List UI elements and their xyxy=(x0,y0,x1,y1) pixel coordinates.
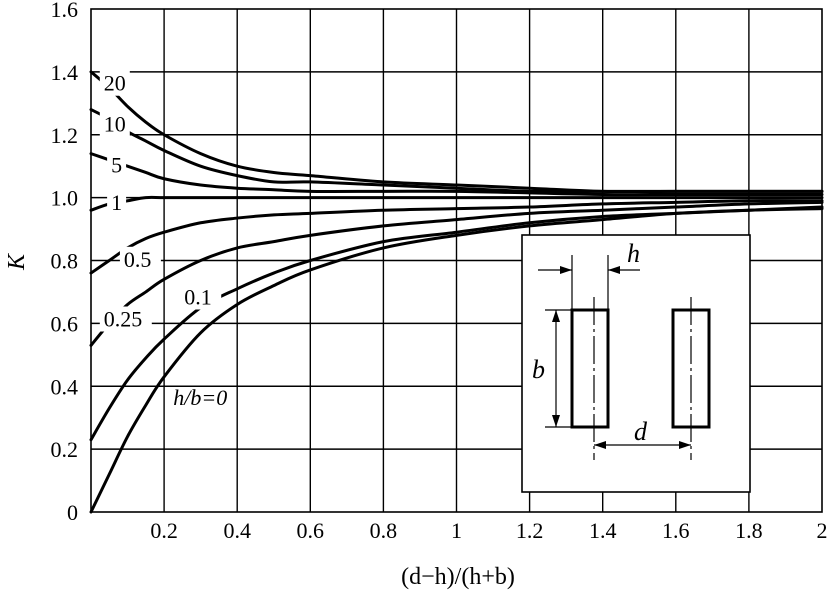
curve-label-background xyxy=(180,284,222,310)
b-arrow-top xyxy=(552,310,560,322)
x-tick-label: 0.4 xyxy=(223,518,251,543)
inset-diagram: h b d xyxy=(521,234,751,493)
series-line xyxy=(89,199,824,275)
curve-label: 10 xyxy=(104,112,126,137)
y-tick-label: 0 xyxy=(67,500,78,525)
curve-label-background xyxy=(99,70,130,96)
series-line xyxy=(89,200,824,347)
h-label: h xyxy=(627,239,640,268)
x-tick-label: 0.2 xyxy=(150,518,178,543)
y-tick-label: 0.6 xyxy=(51,311,79,336)
curve-label-background xyxy=(119,246,161,272)
d-arrow-right xyxy=(679,441,691,449)
x-tick-label: 1.2 xyxy=(516,518,544,543)
h-arrow-right xyxy=(608,266,620,274)
x-tick-label: 1 xyxy=(451,518,462,543)
curve-label-background xyxy=(99,111,130,137)
x-tick-label: 2 xyxy=(817,518,828,543)
plot-frame xyxy=(90,8,823,513)
curve-label-background xyxy=(99,306,152,332)
x-tick-label: 1.6 xyxy=(662,518,690,543)
series-line xyxy=(89,152,824,197)
curve-label-background xyxy=(107,190,127,216)
d-arrow-left xyxy=(594,441,606,449)
y-tick-label: 1.0 xyxy=(51,186,79,211)
tick-labels: 0 0.2 0.4 0.6 0.8 1.0 1.2 1.4 1.6 0.2 0.4 0.6 0.8 1 1.… xyxy=(51,0,828,543)
x-tick-label: 0.6 xyxy=(297,518,325,543)
b-label: b xyxy=(532,355,545,384)
y-tick-label: 1.2 xyxy=(51,123,79,148)
series-line xyxy=(89,207,824,514)
curves xyxy=(89,70,824,514)
y-axis-title: K xyxy=(4,252,30,271)
curve-label: 0.25 xyxy=(104,307,143,332)
inset-frame xyxy=(521,234,751,493)
d-label: d xyxy=(634,417,648,446)
y-tick-label: 1.4 xyxy=(51,60,79,85)
y-tick-label: 0.8 xyxy=(51,249,79,274)
x-tick-label: 1.4 xyxy=(589,518,617,543)
series-line xyxy=(89,195,824,212)
curve-label: 0.5 xyxy=(124,247,151,272)
curve-labels: 20 10 5 1 0.5 0.25 0.1 h/b=0 xyxy=(99,70,227,410)
b-arrow-bottom xyxy=(552,415,560,427)
curve-label: h/b=0 xyxy=(173,385,227,410)
h-arrow-left xyxy=(560,266,572,274)
curve-label: 5 xyxy=(111,152,122,177)
curve-label: 20 xyxy=(104,71,126,96)
x-tick-label: 0.8 xyxy=(370,518,398,543)
curve-label: 0.1 xyxy=(184,285,212,310)
curve-label-background xyxy=(107,152,127,178)
y-tick-label: 0.2 xyxy=(51,437,79,462)
series-line xyxy=(89,108,824,194)
left-conductor xyxy=(570,308,610,429)
y-tick-label: 1.6 xyxy=(51,0,79,22)
curve-label: 1 xyxy=(111,190,122,215)
x-axis-title: (d−h)/(h+b) xyxy=(401,564,515,590)
x-tick-label: 1.8 xyxy=(735,518,763,543)
y-tick-label: 0.4 xyxy=(51,374,79,399)
